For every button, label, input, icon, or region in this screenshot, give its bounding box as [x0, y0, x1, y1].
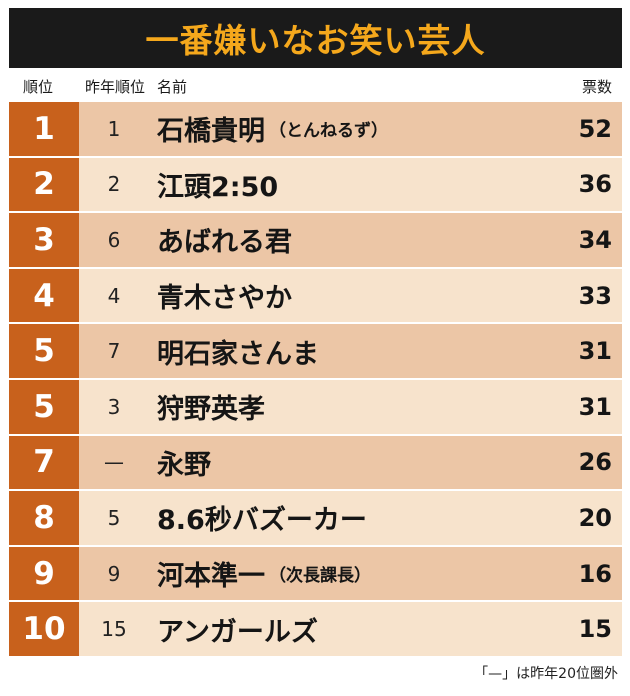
- votes-cell: 52: [578, 114, 612, 143]
- prev-rank-cell: 2: [107, 172, 121, 197]
- rank-cell: 3: [9, 213, 79, 267]
- prev-rank-cell: —: [104, 450, 124, 475]
- name-cell: 永野: [157, 436, 211, 490]
- name-cell: 8.6秒バズーカー: [157, 491, 367, 545]
- footnote: 「—」は昨年20位圏外: [474, 666, 618, 682]
- name-cell: あばれる君: [157, 213, 292, 267]
- name-text: 8.6秒バズーカー: [157, 505, 367, 537]
- chart-title: 一番嫌いなお笑い芸人: [145, 21, 486, 60]
- prev-rank-cell: 4: [107, 283, 121, 308]
- row-body: 9 河本準一 （次長課長） 16: [79, 546, 622, 601]
- votes-cell: 33: [578, 281, 612, 310]
- table-body: 1 1 石橋貴明 （とんねるず） 52 2 2 江頭2:50 36 3 6 あばれる君 34 4 4 青木さや…: [9, 102, 622, 658]
- name-cell: 江頭2:50: [157, 158, 278, 212]
- name-text: あばれる君: [157, 227, 292, 259]
- row-body: 4 青木さやか 33: [79, 268, 622, 323]
- name-text: 河本準一: [157, 561, 265, 593]
- prev-rank-cell: 6: [107, 227, 121, 252]
- name-text: 青木さやか: [157, 283, 292, 315]
- row-body: — 永野 26: [79, 435, 622, 490]
- table-row: 1 1 石橋貴明 （とんねるず） 52: [9, 102, 622, 158]
- name-cell: 石橋貴明 （とんねるず）: [157, 102, 388, 156]
- votes-cell: 26: [578, 448, 612, 477]
- row-body: 2 江頭2:50 36: [79, 157, 622, 212]
- name-note: （次長課長）: [269, 566, 371, 587]
- votes-cell: 34: [578, 225, 612, 254]
- rank-cell: 4: [9, 268, 79, 323]
- votes-cell: 16: [578, 559, 612, 588]
- table-row: 2 2 江頭2:50 36: [9, 157, 622, 214]
- table-row: 7 — 永野 26: [9, 435, 622, 492]
- rank-cell: 10: [9, 602, 79, 656]
- name-text: 石橋貴明: [157, 116, 265, 148]
- table-row: 5 7 明石家さんま 31: [9, 324, 622, 380]
- row-body: 3 狩野英孝 31: [79, 379, 622, 434]
- name-text: 狩野英孝: [157, 394, 265, 426]
- row-body: 5 8.6秒バズーカー 20: [79, 491, 622, 545]
- prev-rank-cell: 9: [107, 561, 121, 586]
- name-cell: 狩野英孝: [157, 380, 265, 434]
- rank-cell: 2: [9, 157, 79, 212]
- prev-rank-cell: 7: [107, 339, 121, 364]
- row-body: 7 明石家さんま 31: [79, 324, 622, 378]
- row-body: 1 石橋貴明 （とんねるず） 52: [79, 102, 622, 156]
- row-body: 6 あばれる君 34: [79, 213, 622, 267]
- name-text: アンガールズ: [157, 616, 318, 648]
- rank-cell: 8: [9, 491, 79, 545]
- votes-cell: 36: [578, 170, 612, 199]
- name-cell: 青木さやか: [157, 269, 292, 323]
- header-votes: 票数: [581, 78, 612, 96]
- votes-cell: 20: [578, 503, 612, 532]
- header-rank: 順位: [23, 78, 54, 96]
- row-body: 15 アンガールズ 15: [79, 602, 622, 656]
- table-row: 5 3 狩野英孝 31: [9, 379, 622, 436]
- title-bar: 一番嫌いなお笑い芸人: [9, 8, 622, 68]
- votes-cell: 15: [578, 615, 612, 644]
- table-row: 9 9 河本準一 （次長課長） 16: [9, 546, 622, 603]
- rank-cell: 1: [9, 102, 79, 156]
- name-text: 永野: [157, 449, 211, 481]
- table-row: 8 5 8.6秒バズーカー 20: [9, 491, 622, 547]
- prev-rank-cell: 1: [107, 116, 121, 141]
- prev-rank-cell: 15: [101, 617, 127, 642]
- prev-rank-cell: 5: [107, 505, 121, 530]
- name-note: （とんねるず）: [269, 121, 388, 142]
- header-prev-rank: 昨年順位: [85, 78, 146, 96]
- table-row: 10 15 アンガールズ 15: [9, 602, 622, 658]
- table-row: 3 6 あばれる君 34: [9, 213, 622, 269]
- rank-cell: 5: [9, 379, 79, 434]
- rank-cell: 9: [9, 546, 79, 601]
- name-cell: 明石家さんま: [157, 324, 319, 378]
- name-cell: アンガールズ: [157, 602, 318, 656]
- rank-cell: 5: [9, 324, 79, 378]
- votes-cell: 31: [578, 337, 612, 366]
- name-cell: 河本準一 （次長課長）: [157, 547, 371, 601]
- prev-rank-cell: 3: [107, 394, 121, 419]
- table-header: 順位 昨年順位 名前 票数: [9, 70, 622, 100]
- votes-cell: 31: [578, 392, 612, 421]
- table-row: 4 4 青木さやか 33: [9, 268, 622, 325]
- rank-cell: 7: [9, 435, 79, 490]
- name-text: 明石家さんま: [157, 338, 319, 370]
- name-text: 江頭2:50: [157, 171, 279, 203]
- header-name: 名前: [157, 78, 188, 96]
